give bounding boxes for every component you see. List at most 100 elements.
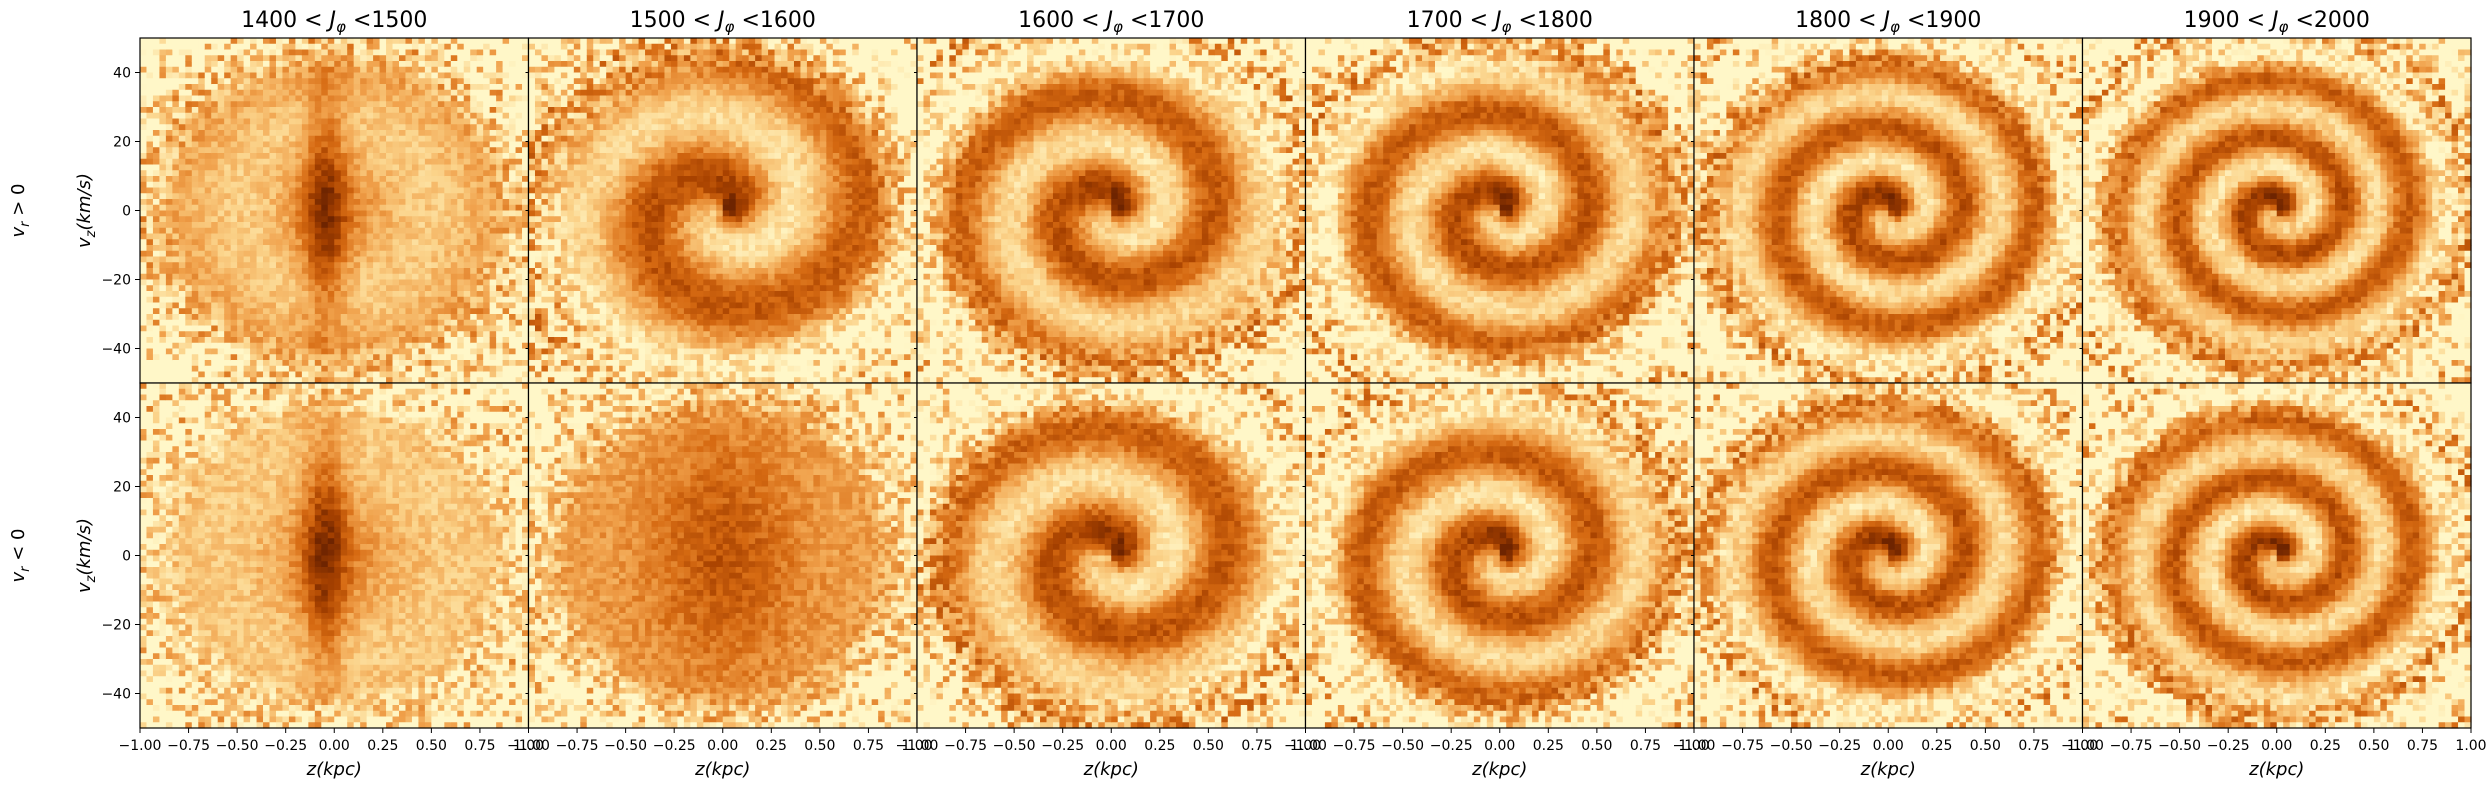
heatmap-cell: [412, 199, 419, 205]
heatmap-cell: [431, 343, 438, 349]
heatmap-cell: [276, 337, 283, 343]
heatmap-cell: [192, 234, 199, 240]
heatmap-cell: [328, 153, 335, 159]
heatmap-cell: [250, 50, 257, 56]
heatmap-cell: [574, 320, 581, 326]
heatmap-cell: [393, 234, 400, 240]
heatmap-cell: [263, 44, 270, 50]
heatmap-cell: [218, 262, 225, 268]
heatmap-cell: [477, 124, 484, 130]
heatmap-cell: [380, 147, 387, 153]
heatmap-cell: [425, 366, 432, 372]
heatmap-cell: [418, 130, 425, 136]
heatmap-cell: [587, 199, 594, 205]
heatmap-cell: [179, 326, 186, 332]
heatmap-cell: [457, 274, 464, 280]
heatmap-cell: [431, 331, 438, 337]
heatmap-cell: [399, 337, 406, 343]
heatmap-cell: [218, 297, 225, 303]
heatmap-cell: [179, 372, 186, 378]
heatmap-cell: [451, 119, 458, 125]
heatmap-cell: [418, 96, 425, 102]
heatmap-cell: [529, 291, 536, 297]
heatmap-cell: [425, 326, 432, 332]
heatmap-cell: [211, 360, 218, 366]
heatmap-cell: [347, 199, 354, 205]
heatmap-cell: [250, 262, 257, 268]
heatmap-cell: [341, 44, 348, 50]
heatmap-cell: [308, 67, 315, 73]
heatmap-cell: [198, 188, 205, 194]
heatmap-cell: [263, 124, 270, 130]
heatmap-cell: [373, 199, 380, 205]
heatmap-cell: [270, 349, 277, 355]
heatmap-cell: [373, 291, 380, 297]
column-title: 1800 < Jφ <1900: [1795, 8, 1981, 36]
heatmap-cell: [496, 130, 503, 136]
heatmap-cell: [516, 268, 523, 274]
heatmap-cell: [412, 147, 419, 153]
heatmap-cell: [172, 188, 179, 194]
heatmap-cell: [302, 142, 309, 148]
heatmap-cell: [244, 147, 251, 153]
heatmap-cell: [444, 372, 451, 378]
heatmap-cell: [393, 349, 400, 355]
heatmap-cell: [438, 136, 445, 142]
heatmap-cell: [250, 170, 257, 176]
heatmap-cell: [380, 73, 387, 79]
heatmap-cell: [263, 274, 270, 280]
heatmap-cell: [373, 211, 380, 217]
heatmap-cell: [321, 280, 328, 286]
heatmap-cell: [431, 360, 438, 366]
heatmap-cell: [354, 55, 361, 61]
heatmap-cell: [244, 90, 251, 96]
heatmap-cell: [541, 234, 548, 240]
heatmap-cell: [367, 320, 374, 326]
heatmap-cell: [166, 170, 173, 176]
heatmap-cell: [477, 268, 484, 274]
heatmap-cell: [166, 331, 173, 337]
heatmap-cell: [380, 257, 387, 263]
heatmap-cell: [574, 285, 581, 291]
heatmap-cell: [159, 326, 166, 332]
heatmap-cell: [250, 142, 257, 148]
heatmap-cell: [244, 211, 251, 217]
heatmap-cell: [289, 165, 296, 171]
heatmap-cell: [315, 216, 322, 222]
heatmap-cell: [198, 251, 205, 257]
heatmap-cell: [541, 136, 548, 142]
heatmap-cell: [231, 360, 238, 366]
heatmap-cell: [451, 245, 458, 251]
heatmap-cell: [554, 320, 561, 326]
heatmap-cell: [166, 366, 173, 372]
heatmap-cell: [567, 73, 574, 79]
heatmap-cell: [470, 90, 477, 96]
heatmap-cell: [418, 366, 425, 372]
heatmap-cell: [380, 44, 387, 50]
heatmap-cell: [509, 268, 516, 274]
heatmap-cell: [529, 159, 536, 165]
heatmap-cell: [341, 147, 348, 153]
heatmap-cell: [334, 366, 341, 372]
heatmap-cell: [367, 165, 374, 171]
heatmap-cell: [457, 61, 464, 67]
heatmap-cell: [580, 297, 587, 303]
heatmap-cell: [282, 228, 289, 234]
heatmap-cell: [159, 90, 166, 96]
heatmap-cell: [282, 136, 289, 142]
heatmap-cell: [263, 188, 270, 194]
heatmap-cell: [244, 228, 251, 234]
heatmap-cell: [470, 130, 477, 136]
heatmap-cell: [159, 228, 166, 234]
heatmap-cell: [172, 331, 179, 337]
heatmap-cell: [470, 165, 477, 171]
heatmap-cell: [302, 153, 309, 159]
heatmap-cell: [282, 349, 289, 355]
heatmap-cell: [328, 61, 335, 67]
heatmap-cell: [205, 38, 212, 44]
heatmap-cell: [341, 107, 348, 113]
heatmap-cell: [373, 234, 380, 240]
heatmap-cell: [270, 84, 277, 90]
heatmap-cell: [237, 38, 244, 44]
heatmap-cell: [328, 124, 335, 130]
